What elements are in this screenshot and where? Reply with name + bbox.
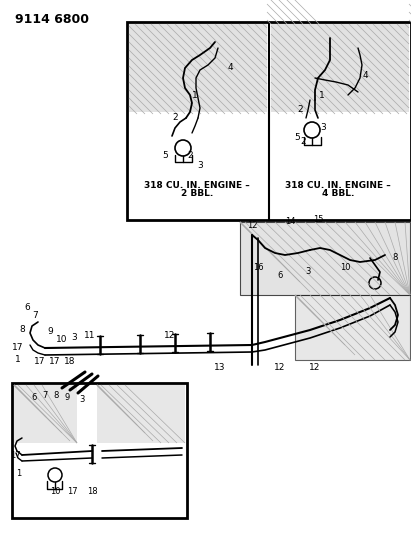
Text: 18: 18 xyxy=(87,487,97,496)
Text: 7: 7 xyxy=(32,311,38,320)
Polygon shape xyxy=(295,295,410,360)
Text: 8: 8 xyxy=(53,391,59,400)
Text: 3: 3 xyxy=(197,160,203,169)
Bar xyxy=(127,22,411,220)
Text: 4: 4 xyxy=(362,70,368,79)
Text: 12: 12 xyxy=(274,364,286,373)
Text: 318 CU. IN. ENGINE –: 318 CU. IN. ENGINE – xyxy=(144,181,250,190)
Polygon shape xyxy=(97,385,185,443)
Text: 2: 2 xyxy=(300,138,306,147)
Text: 10: 10 xyxy=(56,335,68,344)
Text: 17: 17 xyxy=(49,358,61,367)
Text: 12: 12 xyxy=(247,221,257,230)
Text: 3: 3 xyxy=(71,333,77,342)
Text: 6: 6 xyxy=(31,392,37,401)
Text: 6: 6 xyxy=(277,271,283,279)
Text: 3: 3 xyxy=(320,124,326,133)
Text: 9114 6800: 9114 6800 xyxy=(15,13,89,26)
Text: 5: 5 xyxy=(162,150,168,159)
Text: 5: 5 xyxy=(294,133,300,141)
Text: 13: 13 xyxy=(214,364,226,373)
Text: 318 CU. IN. ENGINE –: 318 CU. IN. ENGINE – xyxy=(285,181,391,190)
Text: 8: 8 xyxy=(393,254,398,262)
Text: 18: 18 xyxy=(64,358,76,367)
Text: 12: 12 xyxy=(164,330,175,340)
Text: 17: 17 xyxy=(12,343,24,352)
Text: 1: 1 xyxy=(15,356,21,365)
Text: 1: 1 xyxy=(16,469,21,478)
Text: 2: 2 xyxy=(297,106,303,115)
Text: 17: 17 xyxy=(67,487,77,496)
Text: 1: 1 xyxy=(192,91,198,100)
Text: 10: 10 xyxy=(340,263,350,272)
Text: 2 BBL.: 2 BBL. xyxy=(181,190,213,198)
Text: 2: 2 xyxy=(172,114,178,123)
Text: 9: 9 xyxy=(47,327,53,336)
Text: 8: 8 xyxy=(19,326,25,335)
Text: 4 BBL.: 4 BBL. xyxy=(322,190,354,198)
Text: 3: 3 xyxy=(79,394,85,403)
Text: 12: 12 xyxy=(309,364,321,373)
Text: 11: 11 xyxy=(84,330,96,340)
Polygon shape xyxy=(240,222,410,295)
Polygon shape xyxy=(271,24,409,112)
Text: 7: 7 xyxy=(42,391,48,400)
Polygon shape xyxy=(14,385,77,443)
Text: 17: 17 xyxy=(34,358,46,367)
Text: 2: 2 xyxy=(187,150,193,159)
Text: 16: 16 xyxy=(253,263,263,272)
Bar xyxy=(12,383,187,518)
Text: 14: 14 xyxy=(285,217,295,227)
Text: 9: 9 xyxy=(65,392,69,401)
Text: 17: 17 xyxy=(10,450,21,459)
Polygon shape xyxy=(129,24,267,112)
Text: 4: 4 xyxy=(227,63,233,72)
Text: 10: 10 xyxy=(50,487,60,496)
Text: 1: 1 xyxy=(319,91,325,100)
Text: 6: 6 xyxy=(24,303,30,312)
Text: 3: 3 xyxy=(305,268,311,277)
Text: 15: 15 xyxy=(313,215,323,224)
